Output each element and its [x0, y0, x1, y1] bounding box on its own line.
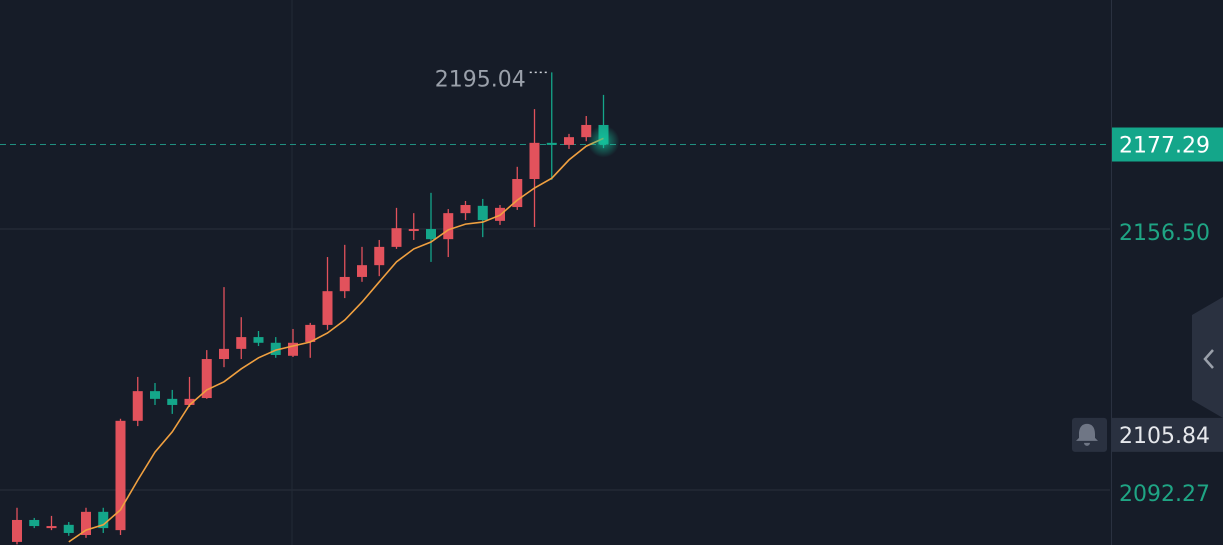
candle-body — [81, 511, 91, 536]
candle-body — [270, 342, 281, 355]
bell-icon — [1076, 423, 1098, 446]
last-candle-glow — [587, 125, 620, 158]
high-label: 2195.04 — [435, 67, 526, 92]
candle-body — [391, 228, 402, 247]
candle-body — [63, 524, 74, 533]
candle-body — [288, 342, 298, 356]
candle-body — [408, 228, 419, 232]
candle-body — [201, 359, 212, 399]
plot — [0, 71, 1110, 545]
candle-body — [12, 519, 22, 542]
candle-body — [581, 124, 592, 138]
candle-body — [477, 205, 488, 221]
candle-body — [564, 137, 574, 145]
candle-body — [29, 519, 40, 527]
candle-body — [426, 228, 436, 240]
y-tick-label: 2092.27 — [1119, 482, 1210, 507]
last-price-label: 2177.29 — [1119, 134, 1210, 159]
candle-body — [167, 398, 178, 405]
y-tick-label: 2156.50 — [1119, 221, 1210, 246]
candle-body — [150, 391, 160, 399]
candle-body — [443, 213, 454, 240]
last-price-tag — [1112, 127, 1223, 162]
candle-body — [305, 324, 316, 342]
collapse-arrow[interactable] — [1203, 349, 1214, 369]
alert-price-label: 2105.84 — [1119, 424, 1210, 449]
candle-body — [253, 337, 264, 343]
candle-body — [236, 337, 247, 349]
candle-body — [322, 291, 333, 325]
candle-body — [460, 205, 471, 214]
candle-body — [546, 142, 557, 145]
moving-average-line — [68, 137, 604, 543]
candle-body — [339, 276, 350, 292]
candle-body — [98, 511, 109, 529]
candle-body — [132, 391, 143, 421]
candle-body — [512, 179, 523, 208]
candle-body — [374, 246, 385, 266]
alert-price-tag — [1112, 417, 1223, 452]
candle-body — [529, 142, 540, 180]
candle-body — [357, 265, 367, 277]
candle-body — [115, 420, 126, 531]
candle-body — [219, 348, 229, 360]
candle-body — [184, 398, 195, 405]
candle-body — [46, 526, 57, 529]
